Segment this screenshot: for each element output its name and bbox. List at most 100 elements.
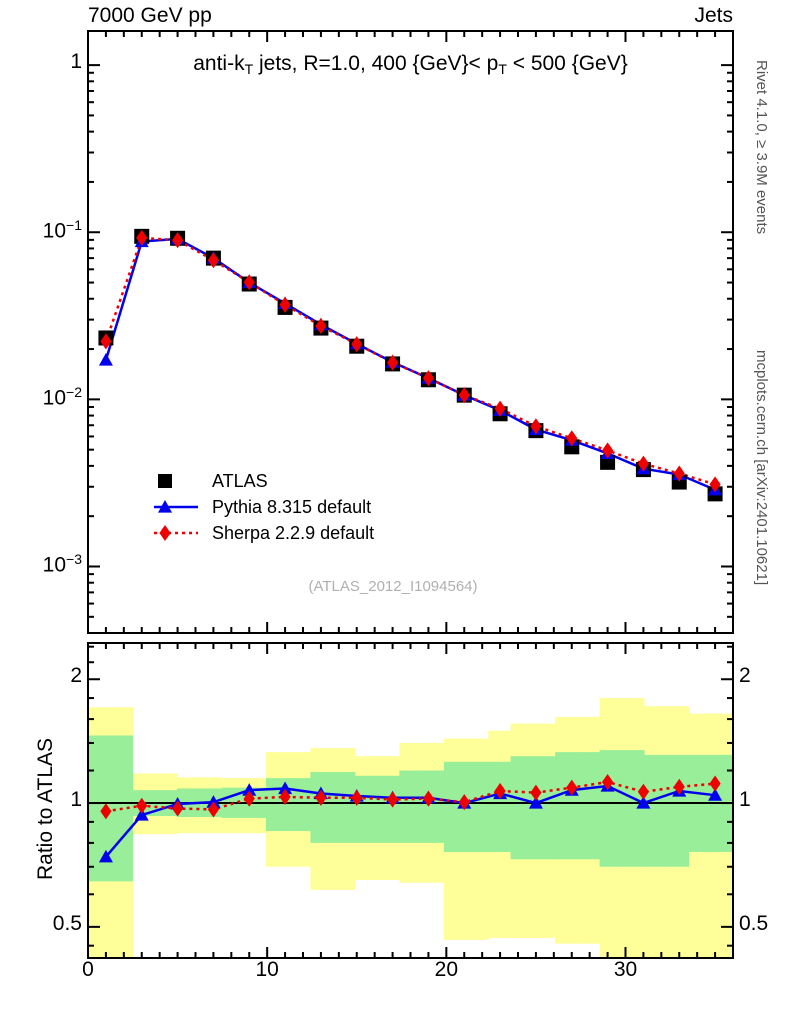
legend-marker-square-icon — [152, 470, 202, 492]
legend-item-sherpa: Sherpa 2.2.9 default — [152, 520, 374, 546]
ratio-band-inner — [288, 778, 311, 832]
ratio-point-pythia — [528, 796, 543, 809]
legend-marker-triangle-icon — [152, 496, 202, 518]
ratio-point-sherpa — [422, 790, 435, 807]
ratio-ytick-label-left: 0.5 — [52, 911, 82, 935]
data-point-sherpa — [422, 370, 435, 387]
header-category-label: Jets — [694, 4, 733, 27]
ratio-band-inner — [644, 754, 667, 867]
ratio-point-sherpa — [458, 794, 470, 811]
series-line-pythia — [104, 237, 716, 491]
title-post: < 500 {GeV} — [506, 52, 628, 75]
data-point-pythia — [98, 353, 113, 366]
ratio-point-sherpa — [351, 789, 363, 806]
title-pre: anti-k — [193, 52, 245, 75]
ratio-band-inner — [577, 752, 601, 860]
legend-label: Sherpa 2.2.9 default — [212, 522, 375, 543]
ratio-band-inner — [421, 770, 445, 843]
data-point-sherpa — [100, 333, 112, 350]
ratio-ytick-label-right: 1 — [739, 788, 751, 812]
ratio-point-sherpa — [530, 784, 542, 801]
ratio-point-sherpa — [709, 775, 721, 792]
data-point-sherpa — [566, 430, 578, 447]
series-line-sherpa — [104, 236, 716, 486]
legend-item-pythia: Pythia 8.315 default — [152, 494, 374, 520]
data-point-sherpa — [243, 274, 255, 291]
analysis-watermark: (ATLAS_2012_I1094564) — [308, 578, 478, 595]
data-point-sherpa — [494, 400, 506, 417]
page-title: anti-kT jets, R=1.0, 400 {GeV}< pT < 500… — [88, 52, 733, 77]
ratio-band-inner — [399, 770, 423, 843]
ratio-band-inner — [621, 750, 645, 867]
ratio-band-inner — [488, 761, 512, 853]
data-point-sherpa — [136, 229, 148, 246]
legend-marker-diamond-icon — [152, 522, 202, 544]
ratio-point-sherpa — [171, 800, 184, 817]
xtick-label: 0 — [82, 958, 94, 981]
data-point-sherpa — [351, 336, 363, 353]
legend: ATLAS Pythia 8.315 default Sherpa 2.2.9 de… — [152, 468, 374, 546]
ratio-point-sherpa — [315, 789, 327, 806]
legend-label: ATLAS — [212, 470, 268, 491]
ratio-band-inner — [555, 752, 578, 860]
header-beam-label: 7000 GeV pp — [88, 4, 212, 27]
data-point-sherpa — [386, 354, 399, 371]
ratio-point-sherpa — [279, 788, 291, 805]
ratio-band-inner — [354, 775, 378, 843]
data-point-sherpa — [673, 465, 685, 482]
title-mid: jets, R=1.0, 400 {GeV}< p — [253, 52, 499, 75]
ratio-band-inner — [377, 775, 400, 843]
main-yaxis-labels: 1 10−1 10−2 10−3 — [0, 0, 82, 640]
main-ytick-label: 10−1 — [42, 217, 82, 243]
ratio-point-pythia — [242, 783, 257, 796]
ratio-point-sherpa — [243, 790, 255, 807]
ratio-band-inner — [310, 771, 334, 843]
ratio-point-pythia — [708, 788, 723, 801]
ratio-band-inner — [88, 735, 111, 882]
ratio-line-pythia — [104, 784, 716, 858]
ratio-point-pythia — [134, 808, 149, 821]
ratio-ytick-label-left: 1 — [70, 788, 82, 812]
data-point-sherpa — [315, 317, 327, 334]
ratio-ytick-label-right: 0.5 — [739, 911, 769, 935]
main-ytick-label: 10−2 — [42, 384, 82, 411]
ratio-point-pythia — [98, 849, 113, 863]
ratio-band-inner — [510, 756, 534, 860]
ratio-point-sherpa — [207, 801, 220, 818]
title-sub-pt: T — [498, 60, 507, 77]
main-ytick-label: 10−3 — [42, 551, 82, 578]
data-point-sherpa — [530, 418, 542, 435]
ratio-band-inner — [666, 754, 690, 867]
ratio-band-inner — [443, 761, 467, 853]
ratio-point-pythia — [278, 781, 293, 795]
ratio-point-sherpa — [673, 778, 685, 795]
legend-label: Pythia 8.315 default — [212, 496, 372, 517]
ratio-point-pythia — [636, 796, 651, 809]
ratio-ytick-label-right: 2 — [739, 664, 751, 688]
ratio-point-sherpa — [637, 783, 650, 800]
ratio-yaxis-labels-right: 2 1 0.5 — [739, 640, 785, 970]
main-ytick-label: 1 — [70, 50, 82, 74]
title-sub-kt: T — [244, 60, 254, 77]
ratio-yaxis-labels-left: 2 1 0.5 — [0, 640, 82, 970]
data-point-sherpa — [637, 455, 650, 472]
data-point-sherpa — [207, 252, 220, 269]
ratio-point-sherpa — [494, 782, 506, 800]
ratio-band-inner — [532, 756, 556, 860]
ratio-band-inner — [466, 761, 489, 853]
ratio-point-sherpa — [386, 791, 399, 808]
ratio-line-sherpa — [105, 780, 716, 813]
main-panel-frame — [87, 30, 734, 634]
xaxis-labels: 0 10 20 30 — [0, 958, 786, 998]
ratio-band-inner — [599, 750, 623, 867]
ratio-point-sherpa — [601, 773, 614, 791]
ratio-band-inner — [332, 771, 356, 843]
legend-item-atlas: ATLAS — [152, 468, 374, 494]
ratio-ytick-label-left: 2 — [70, 664, 82, 688]
ratio-point-sherpa — [566, 779, 578, 796]
data-point-sherpa — [279, 296, 291, 313]
data-point-sherpa — [709, 476, 721, 493]
ratio-point-sherpa — [100, 803, 112, 820]
